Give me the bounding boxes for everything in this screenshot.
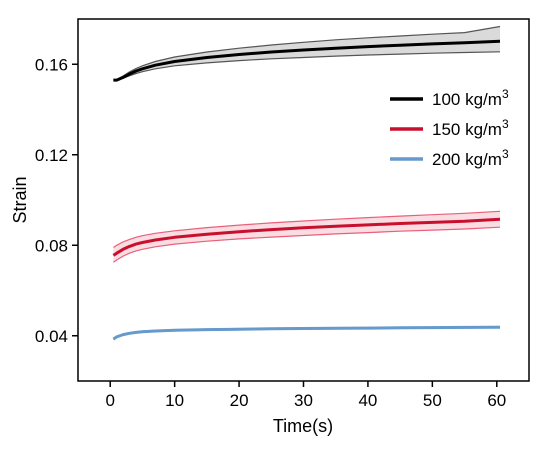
series-lines bbox=[112, 25, 501, 341]
lower-bound-line-series-2 bbox=[113, 226, 501, 263]
y-tick-label: 0.04 bbox=[35, 327, 68, 346]
legend-label-text: 100 kg/m bbox=[432, 90, 502, 109]
y-tick-label: 0.08 bbox=[35, 236, 68, 255]
legend-label-series-1: 100 kg/m3 bbox=[432, 87, 509, 109]
legend-label-superscript: 3 bbox=[502, 147, 509, 161]
legend-label-series-2: 150 kg/m3 bbox=[432, 117, 509, 139]
y-axis-ticks: 0.04 0.08 0.12 0.16 bbox=[35, 55, 78, 346]
x-tick-label: 60 bbox=[487, 391, 506, 410]
legend-label-series-3: 200 kg/m3 bbox=[432, 147, 509, 169]
y-tick-label: 0.16 bbox=[35, 55, 68, 74]
x-tick-label: 50 bbox=[423, 391, 442, 410]
legend-label-superscript: 3 bbox=[502, 117, 509, 131]
upper-bound-line-series-2 bbox=[113, 210, 501, 248]
x-tick-label: 10 bbox=[165, 391, 184, 410]
legend-label-superscript: 3 bbox=[502, 87, 509, 101]
upper-bound-line-series-1 bbox=[113, 25, 501, 81]
mean-line-series-3 bbox=[112, 325, 501, 341]
y-axis-title: Strain bbox=[10, 176, 30, 223]
x-axis-ticks: 0 10 20 30 40 50 60 bbox=[105, 381, 506, 410]
legend-label-text: 150 kg/m bbox=[432, 120, 502, 139]
x-tick-label: 40 bbox=[358, 391, 377, 410]
x-tick-label: 30 bbox=[294, 391, 313, 410]
mean-line-series-1 bbox=[113, 39, 501, 82]
x-tick-label: 20 bbox=[230, 391, 249, 410]
mean-line-series-2 bbox=[112, 217, 501, 257]
legend-label-text: 200 kg/m bbox=[432, 150, 502, 169]
band-series-1 bbox=[113, 26, 501, 81]
series-bands bbox=[113, 26, 501, 340]
x-tick-label: 0 bbox=[105, 391, 114, 410]
x-axis-title: Time(s) bbox=[273, 416, 333, 436]
y-tick-label: 0.12 bbox=[35, 146, 68, 165]
